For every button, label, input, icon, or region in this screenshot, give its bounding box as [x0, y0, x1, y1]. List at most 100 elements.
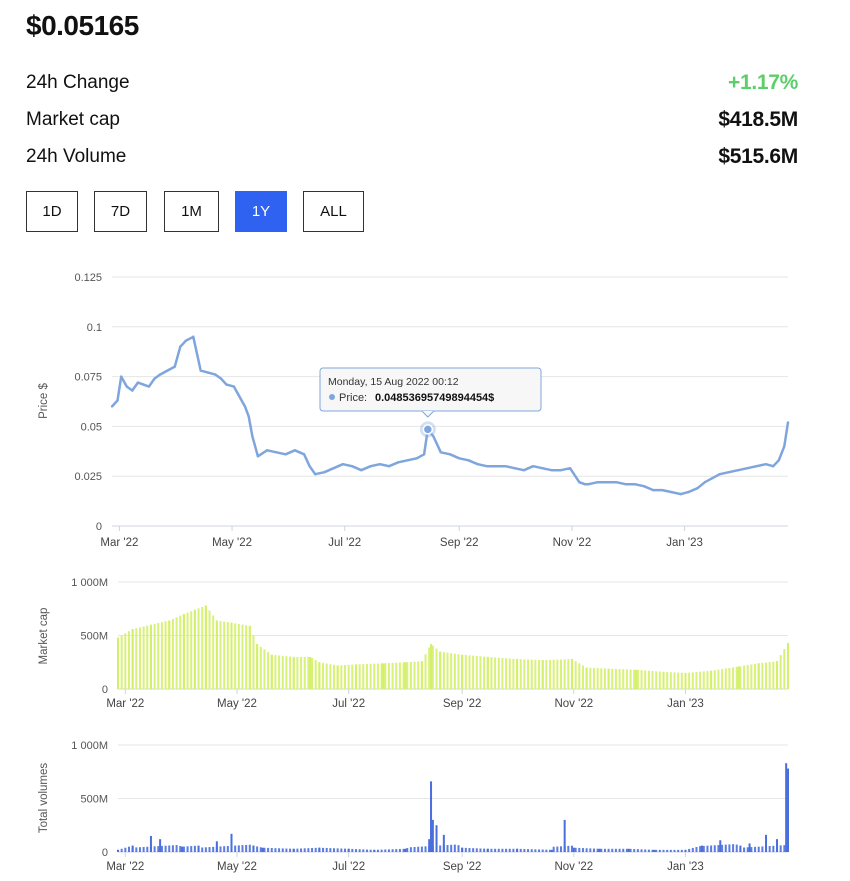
price-point [642, 484, 646, 488]
volume-bar [404, 848, 407, 852]
volume-bar [285, 848, 288, 852]
volume-bar [735, 844, 738, 852]
price-point [786, 421, 790, 424]
market-cap-bar [149, 624, 152, 689]
range-button-7d[interactable]: 7D [94, 191, 147, 232]
price-point [332, 467, 335, 470]
market-cap-bar [622, 669, 625, 689]
market-cap-bar [552, 659, 555, 689]
volume-bar [413, 846, 416, 852]
volume-bar [354, 849, 357, 852]
range-button-1d[interactable]: 1D [26, 191, 78, 232]
market-cap-bar [662, 671, 665, 689]
volume-bar [592, 848, 595, 852]
market-cap-bar [285, 656, 288, 689]
market-cap-bar [157, 623, 160, 689]
volume-bar [677, 849, 680, 852]
volume-bar [600, 848, 603, 852]
price-point [727, 471, 731, 474]
volume-bar [212, 846, 215, 852]
volume-bar [171, 845, 174, 852]
market-cap-bar [746, 665, 749, 689]
volume-bar [596, 848, 599, 852]
volume-bar [486, 848, 489, 852]
chart-panel-1: 0 0.025 0.05 0.075 0.1 0.125 Mar '22 May '22 Jul… [38, 272, 790, 549]
market-cap-bar [596, 668, 599, 689]
market-cap-bar [135, 628, 138, 689]
x-tick-label: Jul '22 [332, 698, 365, 710]
market-cap-bar [589, 667, 592, 689]
range-button-all[interactable]: ALL [303, 191, 364, 232]
volume-bar [746, 847, 749, 852]
price-point [679, 492, 683, 496]
market-cap-bar [699, 671, 702, 689]
volume-bar [700, 845, 703, 852]
market-cap-bar [369, 663, 372, 689]
volume-bar [420, 846, 423, 852]
market-cap-bar [307, 656, 310, 689]
market-cap-bar [131, 629, 134, 689]
chart-panel-2: 0 500M 1 000M Mar '22 May '22 Jul '22 Sep '22 N… [38, 577, 790, 710]
volume-bar [241, 845, 244, 852]
y-tick-label: 0 [96, 521, 102, 533]
volume-bar [702, 845, 705, 852]
market-cap-bar [428, 647, 431, 689]
market-cap-bar [175, 617, 178, 689]
market-cap-bar [505, 658, 508, 689]
price-point [513, 467, 516, 470]
market-cap-bar [219, 621, 222, 689]
price-point [651, 488, 655, 492]
market-cap-bar [578, 663, 581, 689]
volume-bar [695, 847, 698, 852]
price-point [341, 463, 345, 466]
volume-bar [431, 819, 434, 852]
market-cap-bar [182, 614, 185, 689]
price-point [687, 490, 690, 494]
volume-bar [768, 846, 771, 852]
volume-bar [351, 848, 354, 852]
volume-bar [494, 848, 497, 852]
price-point [110, 405, 114, 408]
price-point [439, 451, 442, 454]
y-axis-label: Price $ [38, 383, 50, 419]
price-point [350, 465, 354, 468]
volume-bar [572, 847, 575, 852]
range-button-1y[interactable]: 1Y [235, 191, 287, 232]
volume-bar [563, 846, 566, 852]
volume-bar [578, 847, 581, 852]
market-cap-bar [318, 662, 321, 689]
market-cap-bar [431, 645, 434, 689]
stat-value-24h-change: +1.17% [727, 71, 798, 94]
range-button-1m[interactable]: 1M [164, 191, 219, 232]
volume-bar [786, 844, 790, 852]
market-cap-bar [472, 655, 475, 689]
price-point [158, 373, 162, 376]
volume-bar [237, 845, 240, 852]
volume-bar [376, 849, 379, 852]
price-point [265, 449, 269, 452]
x-tick-label: Jan '23 [667, 861, 704, 873]
tooltip-marker [422, 424, 434, 435]
market-cap-bar [549, 659, 552, 689]
volume-bar [684, 849, 687, 852]
market-cap-bar [574, 661, 577, 689]
price-point [251, 435, 254, 438]
volume-bar [208, 847, 211, 852]
market-cap-bar [212, 615, 215, 689]
price-point [531, 465, 535, 468]
stat-label-24h-change: 24h Change [26, 72, 130, 93]
market-cap-bar [278, 655, 281, 689]
market-cap-bar [333, 664, 336, 689]
market-cap-bar [248, 625, 251, 689]
volume-bar [278, 848, 281, 852]
market-cap-bar [534, 659, 537, 689]
market-cap-bar [757, 663, 760, 689]
market-cap-bar [776, 661, 779, 689]
volume-bar [215, 846, 218, 852]
volume-bar [570, 845, 573, 852]
volume-bar [559, 846, 563, 852]
price-point [120, 375, 123, 378]
market-cap-bar [556, 659, 559, 689]
volume-bar [318, 847, 321, 852]
price-point [777, 459, 780, 462]
